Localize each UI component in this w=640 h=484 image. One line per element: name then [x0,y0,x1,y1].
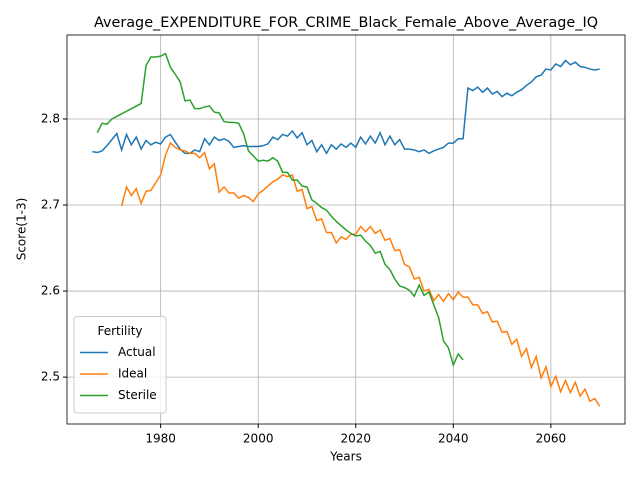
legend-label: Sterile [118,388,157,402]
y-tick-label: 2.6 [41,284,60,298]
x-tick-label: 2060 [536,432,567,446]
chart-title: Average_EXPENDITURE_FOR_CRIME_Black_Fema… [94,15,598,31]
x-axis-label: Years [329,450,362,464]
x-tick-label: 1980 [145,432,176,446]
x-tick-label: 2000 [243,432,274,446]
legend-label: Actual [118,345,156,359]
y-axis-label: Score(1-3) [15,198,29,261]
y-tick-label: 2.5 [41,370,60,384]
y-tick-label: 2.7 [41,198,60,212]
x-tick-label: 2020 [340,432,371,446]
line-series [120,141,601,407]
x-tick-label: 2040 [438,432,469,446]
legend-label: Ideal [118,367,147,381]
y-tick-label: 2.8 [41,111,60,125]
legend-title: Fertility [97,324,142,338]
line-series [92,59,600,155]
legend-box [73,316,167,414]
plot-frame [66,34,626,425]
line-series [96,52,464,368]
